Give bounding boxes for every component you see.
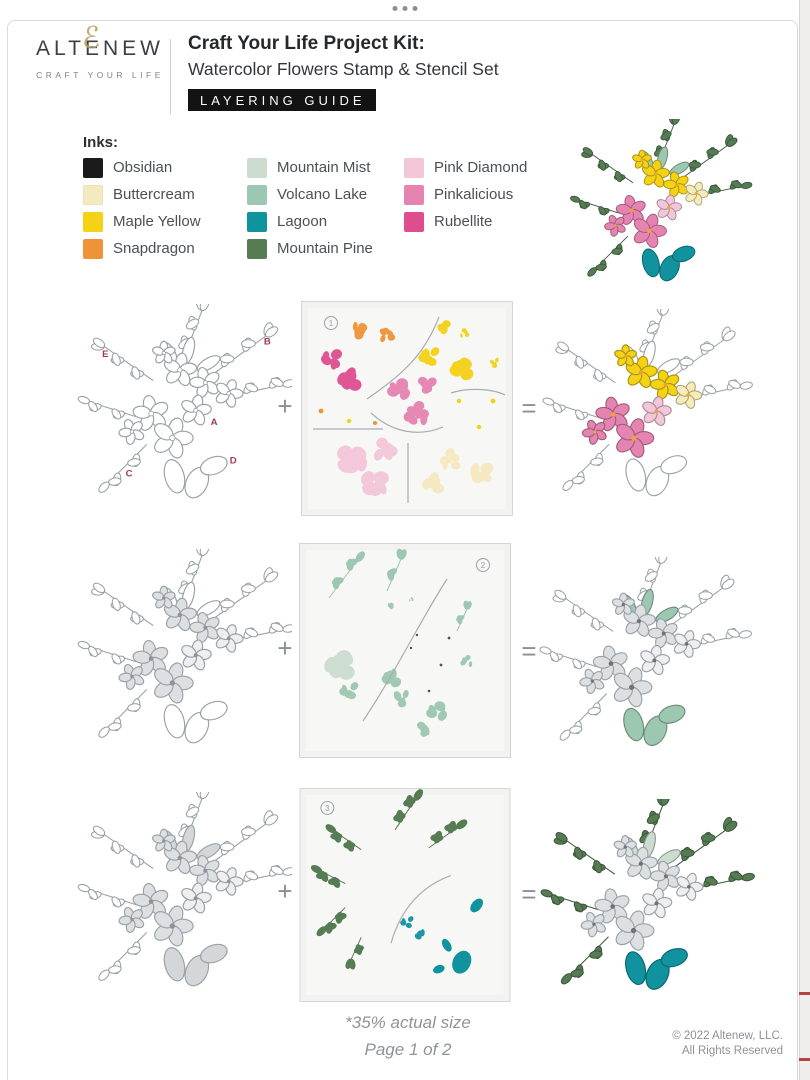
ink-column: Obsidian Buttercream Maple Yellow Snapdrago… <box>83 154 247 262</box>
svg-text:D: D <box>230 456 237 467</box>
ink-swatch <box>247 238 267 259</box>
ink-label: Rubellite <box>434 213 493 230</box>
ink-column: Pink Diamond Pinkalicious Rubellite <box>404 154 564 262</box>
ink-swatch <box>247 211 267 232</box>
brand-tagline: CRAFT YOUR LIFE <box>36 70 164 80</box>
page-title: Craft Your Life Project Kit: <box>188 33 425 54</box>
copyright-line2: All Rights Reserved <box>682 1044 783 1057</box>
photo-edge-strip <box>799 0 810 1080</box>
step1-result-image <box>542 309 753 497</box>
copyright: © 2022 Altenew, LLC. All Rights Reserved <box>672 1029 783 1059</box>
svg-text:1: 1 <box>329 319 334 328</box>
step2-plus-sign: + <box>277 633 293 663</box>
layering-guide-badge: LAYERING GUIDE <box>188 89 376 111</box>
ink-legend-item: Snapdragon <box>83 235 247 262</box>
svg-text:E: E <box>102 349 108 360</box>
ink-legend-item: Buttercream <box>83 181 247 208</box>
ink-legend-item: Mountain Pine <box>247 235 404 262</box>
page-subtitle: Watercolor Flowers Stamp & Stencil Set <box>188 59 499 79</box>
step3-stamp-gray-image <box>77 792 292 987</box>
ink-swatch <box>404 211 424 232</box>
ink-swatch <box>83 238 103 259</box>
drag-handle-dots[interactable] <box>392 6 418 11</box>
step3-plus-sign: + <box>277 876 293 906</box>
page-indicator: Page 1 of 2 <box>364 1040 452 1059</box>
step2-stamp-gray-image <box>77 549 292 744</box>
ink-swatch <box>83 157 103 178</box>
svg-text:A: A <box>211 417 218 428</box>
step2-stencil-panel: 2 <box>299 543 511 758</box>
step1-equals-sign: = <box>521 393 537 423</box>
step1-stamp-outline-image: A B C D E <box>77 304 292 499</box>
document-card: ALTENEW ℰ CRAFT YOUR LIFE Craft Your Lif… <box>7 20 798 1080</box>
ink-label: Volcano Lake <box>277 186 368 203</box>
ink-label: Mountain Mist <box>277 159 371 176</box>
finished-bouquet-image <box>570 119 753 282</box>
ink-swatch <box>247 184 267 205</box>
ink-label: Snapdragon <box>113 240 195 257</box>
header-divider <box>170 39 171 115</box>
step2-equals-sign: = <box>521 636 537 666</box>
brand-name: ALTENEW ℰ <box>36 21 164 60</box>
copyright-line1: © 2022 Altenew, LLC. <box>672 1030 783 1042</box>
inks-legend: Inks: Obsidian Buttercream Maple Yellow Sna… <box>83 134 564 262</box>
ink-label: Maple Yellow <box>113 213 201 230</box>
ink-legend-item: Mountain Mist <box>247 154 404 181</box>
ink-label: Obsidian <box>113 159 173 176</box>
ink-swatch <box>83 184 103 205</box>
ink-label: Buttercream <box>113 186 195 203</box>
svg-text:C: C <box>126 468 133 479</box>
svg-text:2: 2 <box>481 561 486 570</box>
step3-result-image <box>540 799 755 990</box>
scale-note: *35% actual size <box>345 1013 471 1032</box>
brand-logo: ALTENEW ℰ CRAFT YOUR LIFE <box>26 21 174 80</box>
ink-label: Lagoon <box>277 213 328 230</box>
ink-label: Pinkalicious <box>434 186 514 203</box>
ink-legend-item: Maple Yellow <box>83 208 247 235</box>
step1-plus-sign: + <box>277 391 293 421</box>
ink-legend-item: Obsidian <box>83 154 247 181</box>
ink-legend-item: Pink Diamond <box>404 154 564 181</box>
ink-swatch <box>404 184 424 205</box>
edge-red-tick <box>799 1058 810 1061</box>
ink-swatch <box>83 211 103 232</box>
step3-equals-sign: = <box>521 879 537 909</box>
svg-text:B: B <box>264 336 271 347</box>
inks-heading: Inks: <box>83 134 119 151</box>
ink-legend-item: Lagoon <box>247 208 404 235</box>
ink-label: Mountain Pine <box>277 240 373 257</box>
svg-text:3: 3 <box>325 804 330 813</box>
step3-stencil-panel: 3 <box>299 788 511 1002</box>
edge-red-tick <box>799 992 810 995</box>
ink-label: Pink Diamond <box>434 159 528 176</box>
ink-swatch <box>247 157 267 178</box>
step1-stencil-panel: 1 <box>301 301 513 516</box>
step2-result-image <box>539 557 752 747</box>
ink-legend-item: Rubellite <box>404 208 564 235</box>
ink-legend-item: Pinkalicious <box>404 181 564 208</box>
ink-legend-item: Volcano Lake <box>247 181 404 208</box>
footer-note: *35% actual size Page 1 of 2 <box>288 1013 528 1060</box>
ink-column: Mountain Mist Volcano Lake Lagoon Mountain … <box>247 154 404 262</box>
ink-swatch <box>404 157 424 178</box>
